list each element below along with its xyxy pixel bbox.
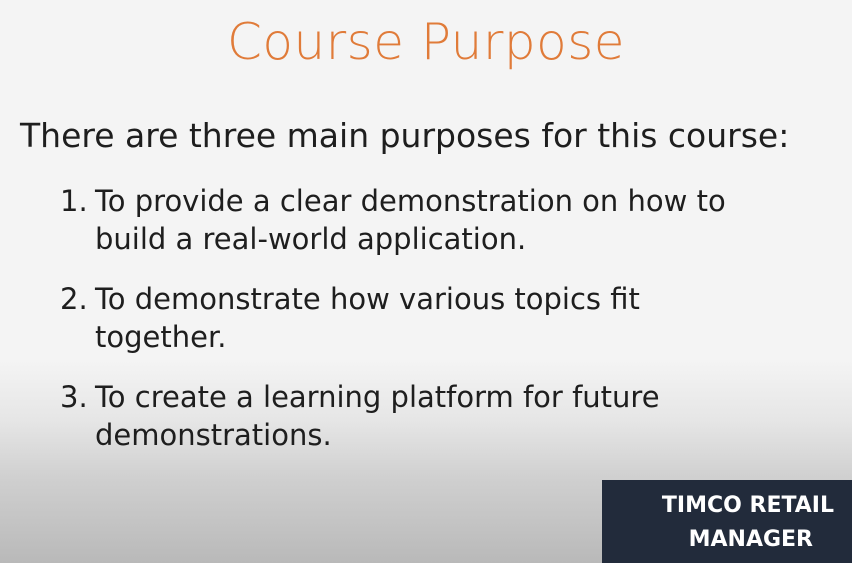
purpose-list: 1. To provide a clear demonstration on h… [60, 182, 780, 476]
brand-badge: TIMCO RETAIL MANAGER [602, 480, 852, 563]
intro-text: There are three main purposes for this c… [20, 116, 790, 155]
slide-title: Course Purpose [226, 13, 626, 71]
purpose-number: 3. [60, 380, 88, 414]
brand-line-1: TIMCO RETAIL [661, 493, 834, 518]
purpose-text: To provide a clear demonstration on how … [95, 184, 726, 256]
purpose-text: To demonstrate how various topics fit to… [95, 282, 640, 354]
purpose-item-2: 2. To demonstrate how various topics fit… [60, 280, 780, 356]
purpose-item-1: 1. To provide a clear demonstration on h… [60, 182, 780, 258]
purpose-item-3: 3. To create a learning platform for fut… [60, 378, 780, 454]
brand-line-2: MANAGER [688, 527, 813, 552]
purpose-text: To create a learning platform for future… [95, 380, 660, 452]
purpose-number: 2. [60, 282, 88, 316]
purpose-number: 1. [60, 184, 88, 218]
